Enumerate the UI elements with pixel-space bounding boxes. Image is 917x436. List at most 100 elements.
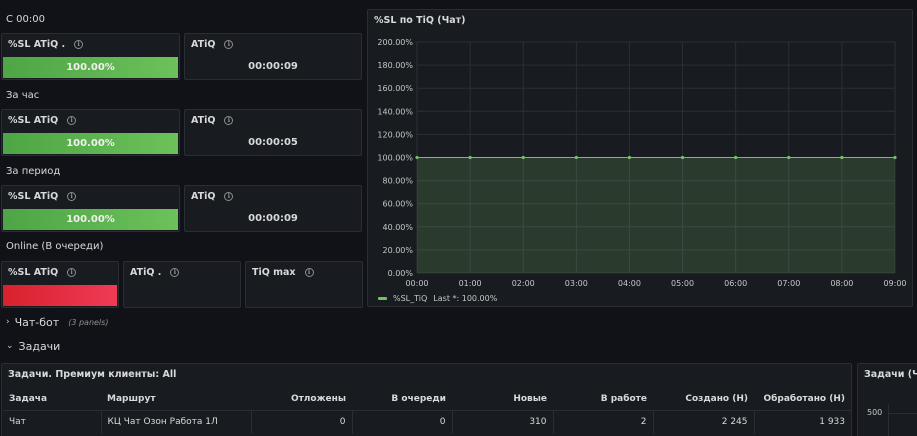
chart-legend[interactable]: %SL_TiQ Last *: 100.00% — [378, 294, 497, 303]
y-tick-label: 200.00% — [377, 38, 413, 47]
column-header-in-progress[interactable]: В работе — [553, 388, 653, 411]
panel-title: %SL ATiQ — [8, 115, 59, 126]
side-panel-axis — [888, 404, 889, 436]
panel-title: %SL ATiQ . — [8, 39, 66, 50]
cell-in-progress: 2 — [553, 410, 654, 434]
column-header-created[interactable]: Создано (Н) — [653, 388, 754, 411]
data-point — [468, 155, 472, 160]
table-header-row: Задача Маршрут Отложены В очереди Новые … — [3, 388, 851, 411]
info-icon[interactable]: i — [224, 192, 234, 201]
data-point — [415, 155, 419, 160]
info-icon[interactable]: i — [74, 40, 84, 49]
info-icon[interactable]: i — [170, 268, 180, 277]
data-point — [680, 155, 685, 160]
y-tick-label: 120.00% — [377, 130, 413, 139]
sl-gauge-value: 100.00% — [66, 138, 115, 149]
info-icon[interactable]: i — [67, 192, 77, 201]
info-icon[interactable]: i — [304, 268, 314, 277]
data-point — [521, 155, 525, 160]
x-tick-label: 09:00 — [883, 279, 906, 288]
sl-gauge-bar: 100.00% — [3, 133, 178, 154]
cell-postponed: 0 — [251, 410, 353, 434]
x-tick-label: 04:00 — [618, 279, 641, 288]
x-tick-label: 06:00 — [724, 279, 747, 288]
column-header-task[interactable]: Задача — [3, 388, 101, 411]
y-tick-label: 160.00% — [377, 84, 413, 93]
table-title: Задачи. Премиум клиенты: All — [8, 369, 177, 380]
column-header-route[interactable]: Маршрут — [101, 388, 251, 411]
x-tick-label: 08:00 — [830, 279, 853, 288]
atiq-value: 00:00:09 — [248, 213, 298, 224]
sl-gauge-value: 100.00% — [66, 214, 115, 225]
side-panel-y-tick: 500 — [867, 408, 883, 417]
panel-title: %SL ATiQ — [8, 267, 59, 278]
column-header-new[interactable]: Новые — [452, 388, 553, 411]
panel-atiq-since-midnight[interactable]: ATiQ i 00:00:09 — [184, 33, 362, 80]
panel-title: ATiQ . — [130, 267, 162, 278]
x-tick-label: 05:00 — [671, 279, 694, 288]
y-tick-label: 0.00% — [388, 269, 414, 278]
data-point — [734, 155, 738, 160]
panel-sl-atiq-last-hour[interactable]: %SL ATiQ i 100.00% — [1, 109, 180, 156]
legend-series-name: %SL_TiQ — [393, 294, 428, 303]
info-icon[interactable]: i — [224, 116, 234, 125]
cell-created: 2 245 — [653, 410, 755, 434]
cell-task: Чат — [3, 410, 102, 434]
data-point — [840, 155, 844, 160]
column-header-in-queue[interactable]: В очереди — [352, 388, 452, 411]
y-tick-label: 20.00% — [382, 246, 413, 255]
chart-panel-sl-tiq[interactable]: %SL по TiQ (Чат) 0.00% 20.00% 40.00% 60.00%… — [367, 9, 913, 307]
y-tick-label: 40.00% — [382, 223, 413, 232]
data-point — [574, 155, 578, 160]
panel-atiq-last-hour[interactable]: ATiQ i 00:00:05 — [184, 109, 362, 156]
info-icon[interactable]: i — [67, 116, 77, 125]
series-area — [417, 157, 895, 273]
x-tick-label: 02:00 — [512, 279, 535, 288]
data-point — [893, 155, 897, 160]
sl-tiq-chart: 0.00% 20.00% 40.00% 60.00% 80.00% 100.00% 120.… — [377, 38, 906, 288]
atiq-value: 00:00:09 — [248, 61, 298, 72]
column-header-processed[interactable]: Обработано (Н) — [754, 388, 851, 411]
y-tick-label: 60.00% — [382, 200, 413, 209]
tasks-table: Задача Маршрут Отложены В очереди Новые … — [3, 388, 851, 434]
panel-title: %SL ATiQ — [8, 191, 59, 202]
info-icon[interactable]: i — [67, 268, 77, 277]
x-tick-label: 00:00 — [405, 279, 428, 288]
x-tick-label: 01:00 — [459, 279, 482, 288]
row-tasks-label: Задачи — [18, 339, 61, 353]
info-icon[interactable]: i — [224, 40, 234, 49]
sl-gauge-bar-red — [3, 285, 117, 306]
panel-tiq-max[interactable]: TiQ max i — [245, 261, 363, 308]
panel-sl-atiq-online[interactable]: %SL ATiQ i — [1, 261, 119, 308]
y-tick-label: 80.00% — [382, 177, 413, 186]
x-tick-label: 03:00 — [565, 279, 588, 288]
panel-title: ATiQ — [191, 115, 216, 126]
cell-in-queue: 0 — [352, 410, 453, 434]
data-point — [787, 155, 791, 160]
section-title-since-midnight: С 00:00 — [6, 14, 45, 25]
cell-processed: 1 933 — [819, 417, 845, 428]
y-tick-label: 140.00% — [377, 107, 413, 116]
table-row[interactable]: Чат КЦ Чат Озон Работа 1Л 0 0 310 2 2 24… — [3, 410, 851, 434]
cell-new: 310 — [452, 410, 554, 434]
column-header-postponed[interactable]: Отложены — [251, 388, 352, 411]
panel-sl-atiq-period[interactable]: %SL ATiQ i 100.00% — [1, 185, 180, 232]
sl-gauge-value: 100.00% — [66, 62, 115, 73]
panel-title: ATiQ — [191, 191, 216, 202]
row-chatbot[interactable]: › Чат-бот (3 panels) — [0, 312, 917, 332]
chevron-down-icon: ⌄ — [6, 341, 14, 351]
y-tick-label: 100.00% — [377, 154, 413, 163]
panel-sl-atiq-since-midnight[interactable]: %SL ATiQ . i 100.00% — [1, 33, 180, 80]
tasks-chat-side-panel[interactable]: Задачи (Чат 500 — [857, 363, 917, 436]
data-point — [627, 155, 632, 160]
row-chatbot-label: Чат-бот — [14, 315, 60, 329]
tasks-table-panel[interactable]: Задачи. Премиум клиенты: All Задача Марш… — [1, 363, 852, 436]
panel-atiq-online[interactable]: ATiQ . i — [123, 261, 241, 308]
x-tick-label: 07:00 — [777, 279, 800, 288]
row-tasks[interactable]: ⌄ Задачи — [0, 336, 917, 356]
sl-gauge-bar: 100.00% — [3, 209, 178, 230]
atiq-value: 00:00:05 — [248, 137, 298, 148]
panel-atiq-period[interactable]: ATiQ i 00:00:09 — [184, 185, 362, 232]
panel-title: TiQ max — [252, 267, 296, 278]
sl-gauge-bar: 100.00% — [3, 57, 178, 78]
